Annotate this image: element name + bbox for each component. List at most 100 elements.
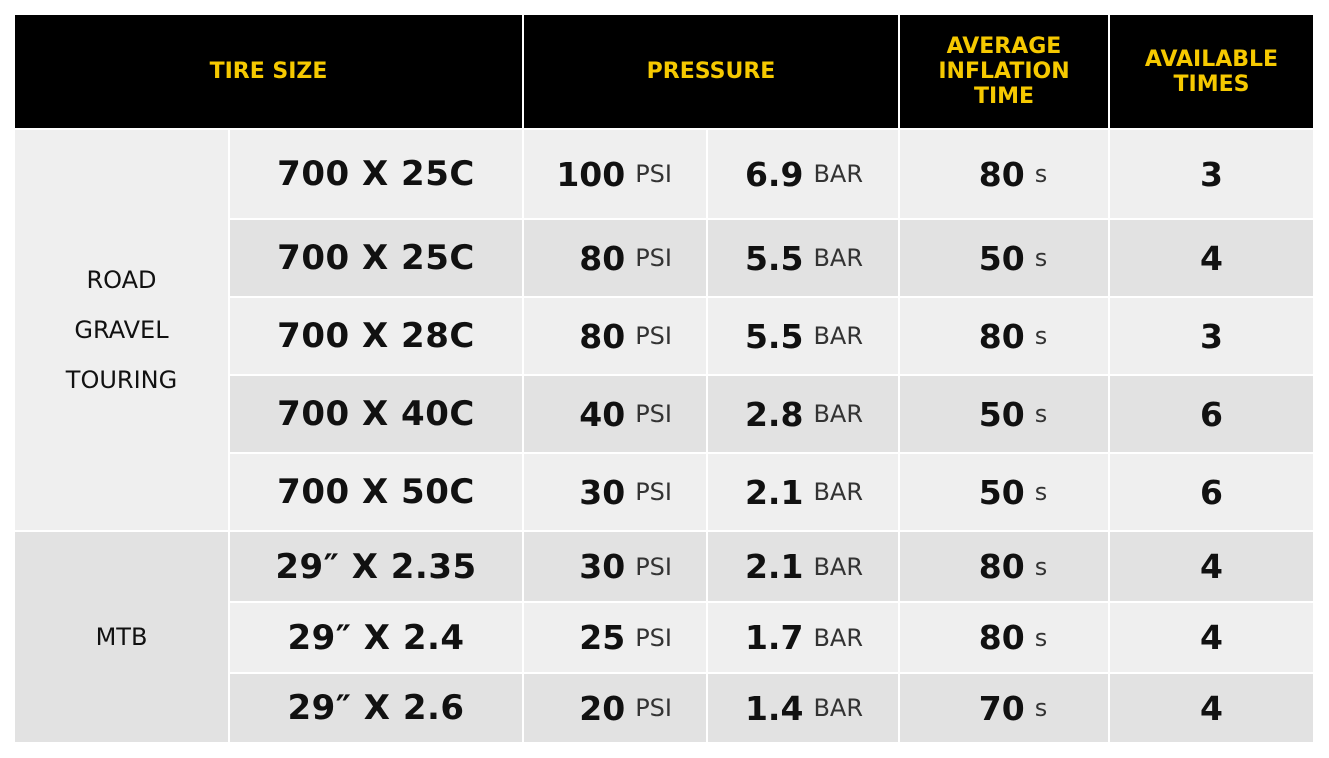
header-pressure: PRESSURE bbox=[524, 15, 898, 128]
bar-value-group: 5.5 BAR bbox=[708, 317, 863, 356]
tire-size-value: 29″ X 2.6 bbox=[287, 688, 465, 728]
header-tire-size-label: TIRE SIZE bbox=[209, 59, 328, 84]
time-value: 80 bbox=[978, 547, 1025, 586]
psi-value-group: 30 PSI bbox=[524, 473, 672, 512]
time-value-group: 80 s bbox=[979, 317, 1047, 356]
tire-size-value: 700 X 50C bbox=[277, 472, 475, 512]
bar-value: 6.9 bbox=[744, 154, 804, 194]
header-available-line: AVAILABLE bbox=[1144, 46, 1279, 72]
psi-unit: PSI bbox=[635, 322, 672, 350]
pressure-psi-cell: 25 PSI bbox=[524, 603, 706, 672]
psi-value: 30 bbox=[579, 547, 626, 586]
pressure-bar-cell: 2.1 BAR bbox=[708, 454, 898, 530]
bar-value-group: 1.7 BAR bbox=[708, 618, 863, 657]
psi-value-group: 30 PSI bbox=[524, 547, 672, 586]
available-times-cell: 4 bbox=[1110, 532, 1313, 601]
category-label: MTB bbox=[95, 623, 148, 651]
header-tire-size: TIRE SIZE bbox=[15, 15, 522, 128]
time-unit: s bbox=[1034, 322, 1048, 350]
pressure-bar-cell: 6.9 BAR bbox=[708, 130, 898, 218]
avg-inflation-time-cell: 80 s bbox=[900, 298, 1108, 374]
header-avg-inflation-line: TIME bbox=[973, 84, 1035, 109]
avg-inflation-time-cell: 80 s bbox=[900, 603, 1108, 672]
psi-value-group: 80 PSI bbox=[524, 317, 672, 356]
pressure-psi-cell: 100 PSI bbox=[524, 130, 706, 218]
available-times-value: 6 bbox=[1200, 472, 1223, 512]
time-value: 70 bbox=[978, 688, 1025, 728]
time-unit: s bbox=[1034, 552, 1048, 581]
tire-size-cell: 29″ X 2.35 bbox=[230, 532, 522, 601]
bar-unit: BAR bbox=[813, 623, 863, 652]
bar-value-group: 1.4 BAR bbox=[708, 689, 863, 728]
avg-inflation-time-cell: 80 s bbox=[900, 130, 1108, 218]
available-times-cell: 4 bbox=[1110, 674, 1313, 742]
time-unit: s bbox=[1034, 478, 1048, 506]
available-times-value: 4 bbox=[1200, 688, 1223, 728]
psi-unit: PSI bbox=[635, 400, 672, 428]
psi-value: 40 bbox=[579, 394, 626, 434]
pressure-psi-cell: 40 PSI bbox=[524, 376, 706, 452]
available-times-value: 6 bbox=[1200, 394, 1223, 434]
bar-value-group: 2.8 BAR bbox=[708, 395, 863, 434]
tire-size-cell: 29″ X 2.6 bbox=[230, 674, 522, 742]
tire-size-cell: 700 X 28C bbox=[230, 298, 522, 374]
tire-size-value: 29″ X 2.4 bbox=[287, 617, 465, 658]
time-unit: s bbox=[1034, 160, 1048, 188]
pressure-psi-cell: 80 PSI bbox=[524, 220, 706, 296]
tire-size-cell: 700 X 25C bbox=[230, 130, 522, 218]
pressure-bar-cell: 5.5 BAR bbox=[708, 298, 898, 374]
bar-value: 5.5 bbox=[744, 316, 804, 356]
time-value-group: 50 s bbox=[979, 473, 1047, 512]
available-times-value: 4 bbox=[1200, 547, 1223, 586]
time-value: 80 bbox=[978, 618, 1025, 657]
available-times-cell: 4 bbox=[1110, 603, 1313, 672]
header-available-line: TIMES bbox=[1173, 71, 1250, 97]
time-value: 80 bbox=[978, 154, 1025, 194]
tire-size-value: 700 X 40C bbox=[277, 394, 475, 434]
bar-unit: BAR bbox=[813, 400, 863, 428]
bar-unit: BAR bbox=[813, 322, 863, 350]
time-value-group: 80 s bbox=[979, 547, 1047, 586]
available-times-value: 3 bbox=[1200, 316, 1223, 356]
tire-size-value: 700 X 25C bbox=[277, 238, 475, 278]
time-unit: s bbox=[1034, 623, 1048, 652]
available-times-cell: 3 bbox=[1110, 298, 1313, 374]
header-avg-inflation-time: AVERAGE INFLATION TIME bbox=[900, 15, 1108, 128]
time-value: 50 bbox=[978, 238, 1025, 278]
psi-unit: PSI bbox=[635, 160, 672, 188]
bar-unit: BAR bbox=[813, 552, 863, 581]
psi-value: 80 bbox=[579, 316, 626, 356]
psi-value: 80 bbox=[579, 238, 626, 278]
time-value: 80 bbox=[978, 316, 1025, 356]
available-times-value: 4 bbox=[1200, 618, 1223, 657]
time-unit: s bbox=[1034, 694, 1048, 722]
psi-unit: PSI bbox=[635, 478, 672, 506]
pressure-bar-cell: 2.8 BAR bbox=[708, 376, 898, 452]
psi-value: 20 bbox=[579, 688, 626, 728]
time-unit: s bbox=[1034, 400, 1048, 428]
bar-unit: BAR bbox=[813, 478, 863, 506]
header-avg-inflation-line: AVERAGE bbox=[946, 34, 1062, 59]
time-value-group: 80 s bbox=[979, 618, 1047, 657]
psi-unit: PSI bbox=[635, 244, 672, 272]
bar-value: 2.1 bbox=[744, 472, 804, 512]
tire-size-value: 700 X 25C bbox=[277, 154, 475, 194]
pressure-bar-cell: 1.4 BAR bbox=[708, 674, 898, 742]
psi-value: 30 bbox=[579, 472, 626, 512]
available-times-cell: 6 bbox=[1110, 376, 1313, 452]
psi-value-group: 40 PSI bbox=[524, 395, 672, 434]
pressure-bar-cell: 2.1 BAR bbox=[708, 532, 898, 601]
bar-value-group: 2.1 BAR bbox=[708, 473, 863, 512]
header-avg-inflation-line: INFLATION bbox=[938, 59, 1070, 84]
tire-size-cell: 700 X 50C bbox=[230, 454, 522, 530]
time-value: 50 bbox=[978, 394, 1025, 434]
time-value: 50 bbox=[978, 472, 1025, 512]
bar-value: 1.7 bbox=[744, 618, 804, 657]
available-times-cell: 3 bbox=[1110, 130, 1313, 218]
psi-unit: PSI bbox=[635, 552, 672, 581]
pressure-psi-cell: 20 PSI bbox=[524, 674, 706, 742]
bar-value: 1.4 bbox=[744, 688, 804, 728]
psi-value: 25 bbox=[579, 618, 626, 657]
pressure-psi-cell: 30 PSI bbox=[524, 532, 706, 601]
bar-unit: BAR bbox=[813, 244, 863, 272]
